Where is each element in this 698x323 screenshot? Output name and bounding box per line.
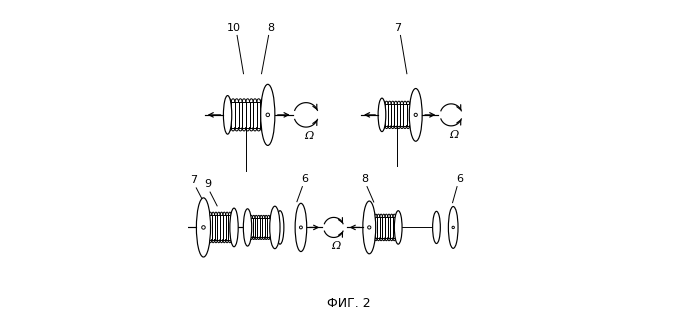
Ellipse shape xyxy=(394,211,402,244)
Text: 7: 7 xyxy=(190,175,198,185)
Text: 6: 6 xyxy=(302,174,309,184)
Text: 7: 7 xyxy=(394,23,401,33)
Ellipse shape xyxy=(269,206,280,249)
Ellipse shape xyxy=(276,211,284,244)
Ellipse shape xyxy=(244,209,252,246)
Text: 9: 9 xyxy=(204,180,211,190)
Text: Ω: Ω xyxy=(331,241,341,251)
Ellipse shape xyxy=(409,89,422,141)
Ellipse shape xyxy=(363,201,376,254)
Text: 8: 8 xyxy=(361,174,368,184)
Text: Ω: Ω xyxy=(449,130,458,140)
Ellipse shape xyxy=(295,203,306,252)
Ellipse shape xyxy=(378,98,386,131)
Text: ФИГ. 2: ФИГ. 2 xyxy=(327,297,371,310)
Text: 8: 8 xyxy=(267,23,275,33)
Ellipse shape xyxy=(433,211,440,244)
Ellipse shape xyxy=(261,84,275,145)
Ellipse shape xyxy=(230,208,238,247)
Ellipse shape xyxy=(223,96,232,134)
Ellipse shape xyxy=(448,206,458,248)
Text: 10: 10 xyxy=(227,23,242,33)
Text: 6: 6 xyxy=(456,174,463,184)
Ellipse shape xyxy=(196,198,211,257)
Text: Ω: Ω xyxy=(304,131,313,141)
